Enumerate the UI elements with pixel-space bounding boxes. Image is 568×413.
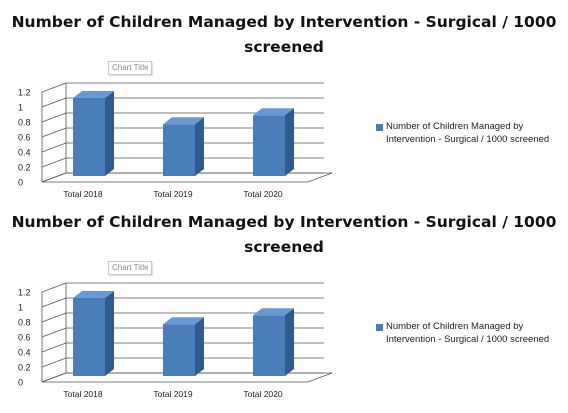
- chart-title: Number of Children Managed by Interventi…: [0, 210, 568, 260]
- legend-swatch: [376, 124, 383, 131]
- bar-side: [105, 91, 114, 176]
- chart-panel-1: Number of Children Managed by Interventi…: [0, 0, 568, 206]
- y-tick-label: 1: [18, 103, 23, 113]
- chart-floor: [41, 372, 333, 383]
- bar-side: [195, 117, 204, 176]
- y-tick-label: 1: [18, 303, 23, 313]
- x-tick-label: Total 2019: [153, 389, 192, 399]
- legend-swatch: [376, 324, 383, 331]
- y-tick-label: 0: [18, 378, 23, 388]
- bar: [253, 115, 285, 176]
- chart-title-text: Number of Children Managed by Interventi…: [11, 213, 557, 256]
- bar: [163, 124, 195, 176]
- chart-title-placeholder[interactable]: Chart Title: [108, 61, 153, 75]
- bar-top: [253, 108, 294, 116]
- y-tick-label: 0.6: [18, 333, 31, 343]
- y-tick-label: 0.4: [18, 148, 31, 158]
- y-tick-label: 0.8: [18, 318, 31, 328]
- gridline: [41, 82, 324, 93]
- bar: [73, 298, 105, 376]
- bar: [163, 324, 195, 376]
- legend: Number of Children Managed by Interventi…: [376, 120, 561, 146]
- x-tick-label: Total 2019: [153, 189, 192, 199]
- bar-chart-3d: 0 0.2 0.4 0.6 0.8 1 1.2 Total 2018 Total 2019 Tot…: [18, 82, 333, 199]
- bar-top: [163, 317, 204, 325]
- bar-top: [253, 308, 294, 316]
- chart-title: Number of Children Managed by Interventi…: [0, 10, 568, 60]
- bar-side: [285, 108, 294, 176]
- bar-chart-3d: 0 0.2 0.4 0.6 0.8 1 1.2 Total 2018 Total 2019 Tot…: [18, 282, 333, 399]
- y-tick-label: 0.2: [18, 363, 31, 373]
- x-tick-label: Total 2020: [243, 389, 282, 399]
- legend-label: Number of Children Managed by Interventi…: [386, 121, 550, 145]
- bar-top: [73, 291, 114, 298]
- bar: [73, 98, 105, 176]
- gridline: [41, 282, 324, 293]
- x-tick-label: Total 2018: [63, 389, 102, 399]
- bar: [253, 315, 285, 376]
- y-tick-label: 1.2: [18, 88, 31, 98]
- x-tick-label: Total 2018: [63, 189, 102, 199]
- x-tick-label: Total 2020: [243, 189, 282, 199]
- y-tick-label: 0.2: [18, 163, 31, 173]
- legend-label: Number of Children Managed by Interventi…: [386, 321, 550, 345]
- y-tick-label: 0.8: [18, 118, 31, 128]
- bar-side: [105, 291, 114, 376]
- legend: Number of Children Managed by Interventi…: [376, 320, 561, 346]
- chart-title-text: Number of Children Managed by Interventi…: [11, 13, 557, 56]
- chart-title-placeholder[interactable]: Chart Title: [108, 261, 153, 275]
- y-tick-label: 0.6: [18, 133, 31, 143]
- chart-floor: [41, 172, 333, 183]
- chart-panel-2: Number of Children Managed by Interventi…: [0, 200, 568, 406]
- y-tick-label: 0: [18, 178, 23, 188]
- bar-top: [163, 117, 204, 125]
- bar-side: [195, 317, 204, 376]
- bar-top: [73, 91, 114, 98]
- y-tick-label: 0.4: [18, 348, 31, 358]
- bar-side: [285, 308, 294, 376]
- y-tick-label: 1.2: [18, 288, 31, 298]
